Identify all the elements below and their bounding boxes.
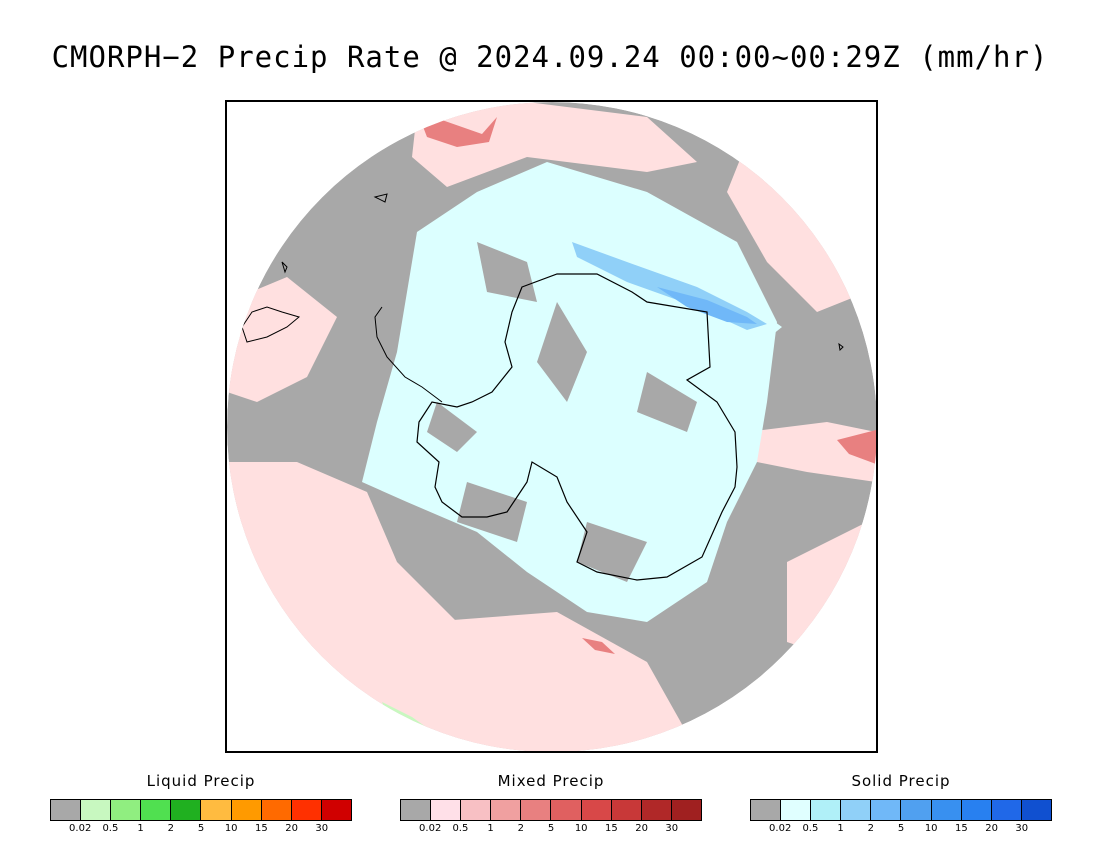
mixed-region-east [747, 422, 876, 482]
legend-tick-label: 0.5 [452, 823, 469, 834]
legend-swatch [431, 800, 462, 820]
legend-swatch [871, 800, 902, 820]
streak-2 [537, 302, 587, 402]
legend-tick-label: 15 [955, 823, 968, 834]
island-2 [373, 193, 388, 203]
legend-swatch [461, 800, 492, 820]
legend-tick-label: 0.5 [102, 823, 119, 834]
legend-swatch [141, 800, 172, 820]
legend-swatch [231, 800, 262, 820]
antarctic-peninsula [374, 306, 443, 403]
legend-tick-label: 30 [1015, 823, 1029, 834]
streak-3 [637, 372, 697, 432]
mixed-heavy-north [422, 117, 497, 147]
mixed-region-south [427, 612, 697, 751]
map-panel [225, 100, 878, 753]
legend-swatch [961, 800, 992, 820]
legend-tick-label: 20 [635, 823, 648, 834]
legend-solid: Solid Precip 0.02 0.5 1 2 5 10 15 20 30 [750, 772, 1052, 837]
legend-ticks: 0.02 0.5 1 2 5 10 15 20 30 [50, 823, 352, 837]
south-america-tip [241, 306, 301, 343]
legend-colorbar [400, 799, 702, 821]
streak-5 [577, 522, 647, 582]
legend-tick-label: 2 [867, 823, 874, 834]
legend-swatch [521, 800, 552, 820]
mixed-precip-heavier [422, 117, 876, 654]
legend-swatch [401, 800, 432, 820]
legend-swatch [321, 800, 351, 820]
legend-colorbar [750, 799, 1052, 821]
legend-swatch [641, 800, 672, 820]
legend-swatch [491, 800, 522, 820]
mixed-region-north [412, 102, 697, 187]
legend-swatch [901, 800, 932, 820]
legend-swatch [841, 800, 872, 820]
island-3 [838, 342, 844, 352]
legend-tick-label: 0.5 [802, 823, 819, 834]
legend-title: Mixed Precip [497, 772, 605, 790]
legend-tick-label: 0.02 [419, 823, 442, 834]
mixed-heavy-south [582, 638, 615, 654]
legend-mixed: Mixed Precip 0.02 0.5 1 2 5 10 15 20 30 [400, 772, 702, 837]
legend-swatch [931, 800, 962, 820]
no-precip-streaks [427, 242, 697, 582]
legend-tick-label: 2 [167, 823, 174, 834]
legend-swatch [811, 800, 842, 820]
legend-swatch [751, 800, 782, 820]
legend-swatch [171, 800, 202, 820]
legend-ticks: 0.02 0.5 1 2 5 10 15 20 30 [750, 823, 1052, 837]
mixed-region-northeast [727, 142, 867, 312]
legend-swatch [611, 800, 642, 820]
legend-tick-label: 5 [547, 823, 555, 834]
legend-tick-label: 10 [924, 823, 938, 834]
island-1 [281, 261, 288, 274]
legend-swatch [111, 800, 142, 820]
mixed-heavy-east [837, 430, 876, 464]
legend-tick-label: 30 [665, 823, 679, 834]
legend-swatch [291, 800, 322, 820]
legend-swatch [781, 800, 812, 820]
polar-map [227, 102, 876, 751]
legend-tick-label: 15 [605, 823, 618, 834]
streak-4 [457, 482, 527, 542]
legend-title: Liquid Precip [146, 772, 256, 790]
legend-swatch [261, 800, 292, 820]
legend-ticks: 0.02 0.5 1 2 5 10 15 20 30 [400, 823, 702, 837]
legend-tick-label: 1 [837, 823, 844, 834]
chart-title: CMORPH−2 Precip Rate @ 2024.09.24 00:00~… [51, 40, 1049, 74]
legend-swatch [1021, 800, 1051, 820]
legend-swatch [671, 800, 701, 820]
mixed-region-west [227, 277, 337, 402]
legend-swatch [581, 800, 612, 820]
antarctica-coastline [416, 273, 738, 581]
legend-tick-label: 30 [315, 823, 329, 834]
legend-swatch [551, 800, 582, 820]
legend-tick-label: 20 [285, 823, 298, 834]
legend-tick-label: 5 [197, 823, 205, 834]
legend-swatch [51, 800, 82, 820]
legend-colorbar [50, 799, 352, 821]
legend-tick-label: 0.02 [769, 823, 792, 834]
legend-tick-label: 5 [897, 823, 905, 834]
legend-tick-label: 0.02 [69, 823, 92, 834]
legend-title: Solid Precip [851, 772, 951, 790]
streak-6 [427, 402, 477, 452]
legend-tick-label: 1 [137, 823, 144, 834]
legend-swatch [991, 800, 1022, 820]
islands [281, 193, 844, 352]
legend-tick-label: 2 [517, 823, 524, 834]
legend-swatch [81, 800, 112, 820]
legend-tick-label: 10 [224, 823, 238, 834]
legend-swatch [201, 800, 232, 820]
solid-band-strong [657, 287, 757, 324]
legend-tick-label: 15 [255, 823, 268, 834]
legend-tick-label: 1 [487, 823, 494, 834]
solid-precip-heavier [572, 242, 767, 330]
legend-tick-label: 20 [985, 823, 998, 834]
legend-liquid: Liquid Precip 0.02 0.5 1 2 5 10 15 20 30 [50, 772, 352, 837]
legend-tick-label: 10 [574, 823, 588, 834]
